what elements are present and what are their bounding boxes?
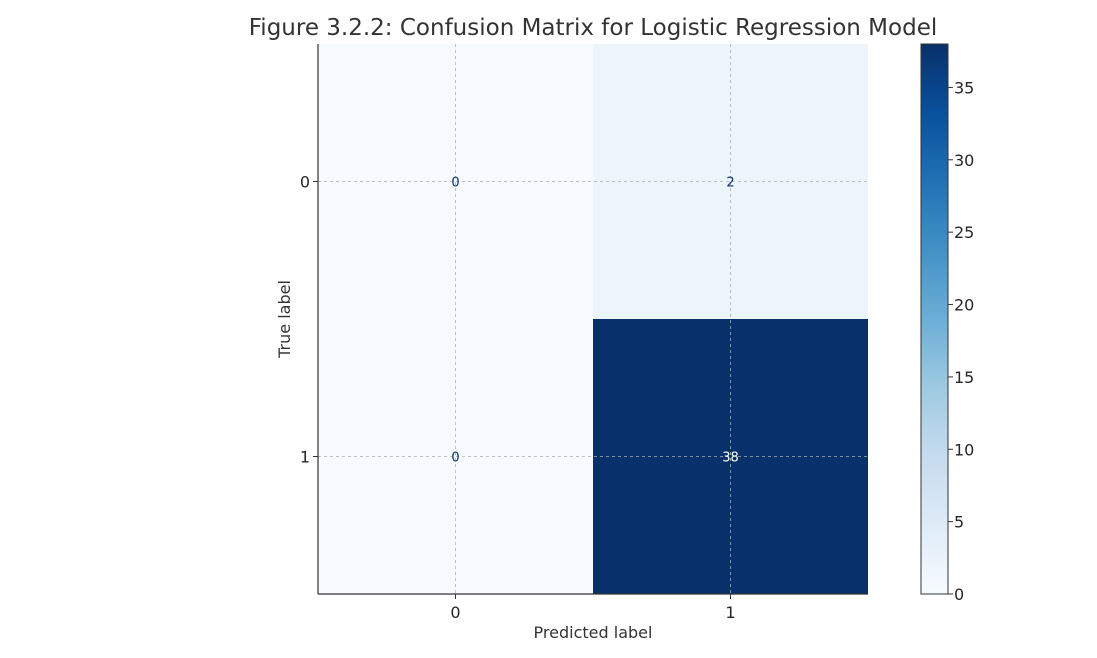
y-tick-label: 1 [300,448,310,467]
x-tick-label: 0 [450,603,460,622]
colorbar-tick-label: 0 [954,585,964,604]
x-tick-label: 1 [725,603,735,622]
cell-value-labels: 0 2 0 38 [451,176,738,466]
y-ticks: 01 [300,173,318,467]
colorbar-tick-label: 15 [954,368,974,387]
cell-value-label: 38 [722,451,739,466]
chart-title: Figure 3.2.2: Confusion Matrix for Logis… [249,15,937,41]
colorbar-ticks: 0 5 10 15 20 25 30 35 [948,78,974,604]
cell-value-label: 0 [451,451,459,466]
colorbar-tick-label: 25 [954,223,974,242]
heatmap-cells [318,44,868,594]
y-tick-label: 0 [300,173,310,192]
colorbar [920,43,949,595]
cell-value-label: 2 [726,176,734,191]
colorbar-tick-label: 20 [954,296,974,315]
colorbar-tick-label: 35 [954,78,974,97]
colorbar-tick-label: 30 [954,151,974,170]
x-axis-label: Predicted label [534,623,653,642]
colorbar-tick-label: 10 [954,440,974,459]
grid-lines [318,44,868,594]
colorbar-tick-label: 5 [954,513,964,532]
cell-value-label: 0 [451,176,459,191]
y-axis-label: True label [275,280,294,359]
